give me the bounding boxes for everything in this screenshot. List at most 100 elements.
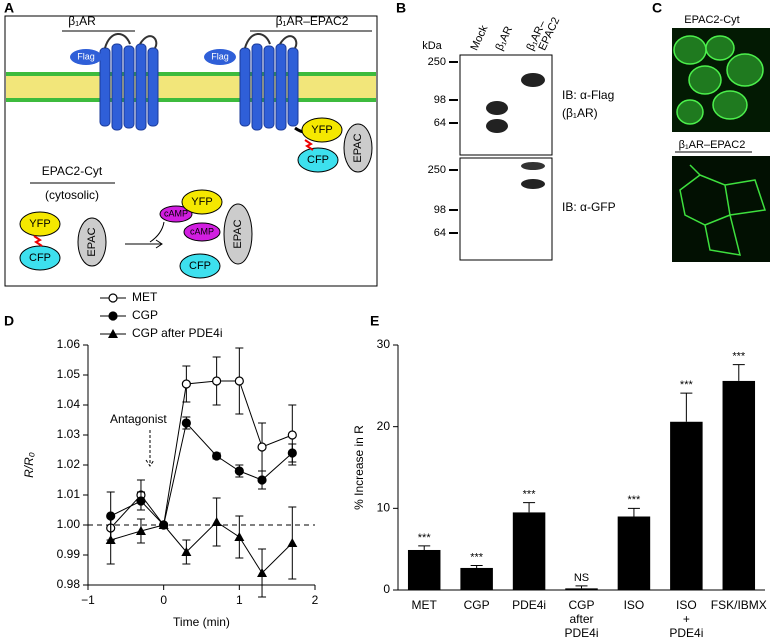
- label: CFP: [189, 260, 211, 272]
- marker: [234, 376, 244, 386]
- y-tick-label: 1.04: [57, 397, 81, 411]
- marker: [234, 466, 244, 476]
- lane-label: Mock: [468, 23, 490, 52]
- significance: ***: [418, 532, 432, 544]
- x-tick-label: FSK/IBMX: [711, 598, 767, 612]
- series-line: [110, 380, 293, 529]
- y-tick-label: 0.98: [57, 577, 81, 591]
- bar: [617, 516, 651, 590]
- y-tick-label: 1.03: [57, 427, 81, 441]
- blot-label: IB: α-Flag: [562, 88, 614, 102]
- marker: [212, 376, 222, 386]
- significance: ***: [470, 551, 484, 563]
- blot: [459, 157, 553, 261]
- marker: [108, 293, 118, 303]
- label: EPAC2-Cyt: [684, 14, 739, 26]
- marker: [105, 535, 116, 544]
- y-tick-label: 20: [377, 419, 391, 433]
- x-tick-label: +: [683, 612, 690, 626]
- flag-tag: [204, 49, 236, 65]
- bar: [565, 588, 598, 590]
- marker: [211, 517, 222, 526]
- flag-tag: [70, 49, 102, 65]
- label: EPAC: [232, 219, 244, 248]
- annotation-arrow: [145, 430, 155, 467]
- marker: [135, 526, 146, 535]
- label: cAMP: [190, 226, 214, 236]
- legend-label: MET: [132, 290, 158, 304]
- panel-label: C: [652, 0, 662, 16]
- x-tick-label: ISO: [624, 598, 645, 612]
- panel-label: E: [370, 313, 379, 329]
- x-tick-label: PDE4i: [564, 626, 598, 638]
- marker: [257, 568, 268, 577]
- micrograph: [672, 156, 770, 262]
- error-bar: [575, 585, 588, 589]
- marker-label: 250: [428, 56, 446, 68]
- bar: [460, 567, 493, 590]
- marker-label: 64: [434, 227, 446, 239]
- epac: [223, 203, 253, 265]
- error-bar: [523, 502, 536, 513]
- blot-label: IB: α-GFP: [562, 200, 616, 214]
- label: CFP: [29, 252, 51, 264]
- marker: [257, 475, 267, 485]
- marker: [158, 520, 169, 529]
- y-tick-label: 1.05: [57, 367, 81, 381]
- band: [486, 119, 508, 133]
- significance: ***: [680, 379, 694, 391]
- loop: [104, 33, 298, 49]
- band: [521, 73, 545, 87]
- y-tick-label: 1.06: [57, 337, 81, 351]
- error-bar: [680, 392, 693, 422]
- marker: [108, 311, 118, 321]
- y-tick-label: 30: [377, 337, 391, 351]
- annotation: Antagonist: [110, 412, 167, 426]
- error-bar: [732, 364, 745, 381]
- membranes: [679, 164, 766, 256]
- cfp: [179, 253, 221, 279]
- x-tick-label: ISO: [676, 598, 697, 612]
- label: β₁AR–EPAC2: [276, 14, 349, 28]
- marker: [234, 532, 245, 541]
- band: [486, 101, 508, 115]
- x-tick-label: 2: [312, 593, 319, 607]
- significance: NS: [574, 572, 589, 584]
- bar: [407, 549, 441, 590]
- y-tick-label: 1.02: [57, 457, 81, 471]
- marker-label: 250: [428, 164, 446, 176]
- panel-label: D: [4, 313, 14, 329]
- lane-label: β₁AR: [493, 24, 515, 52]
- label: β₁AR: [68, 14, 96, 28]
- panel-a: β₁AR β₁AR–EPAC2 Flag Flag YFP CFP EPAC E…: [4, 14, 378, 287]
- significance: ***: [732, 351, 746, 363]
- label: Flag: [211, 51, 229, 61]
- label: YFP: [311, 124, 332, 136]
- x-tick-label: PDE4i: [669, 626, 703, 638]
- significance: ***: [523, 489, 537, 501]
- marker: [108, 329, 118, 338]
- legend-label: CGP after PDE4i: [132, 326, 222, 340]
- series-line: [110, 521, 293, 574]
- band: [521, 179, 545, 189]
- label: YFP: [29, 218, 50, 230]
- yfp: [181, 189, 223, 215]
- fret: [33, 235, 43, 247]
- y-axis-label: % Increase in R: [352, 425, 366, 510]
- x-tick-label: CGP: [568, 598, 594, 612]
- x-axis-label: Time (min): [173, 615, 230, 629]
- panel-label: B: [396, 0, 406, 16]
- x-tick-label: −1: [81, 593, 95, 607]
- panel-c: EPAC2-Cyt β₁AR–EPAC2: [672, 14, 770, 262]
- marker: [287, 538, 298, 547]
- label: (cytosolic): [45, 188, 99, 202]
- y-tick-label: 1.00: [57, 517, 81, 531]
- cells: [673, 35, 764, 125]
- y-tick-label: 0.99: [57, 547, 81, 561]
- fret: [304, 139, 314, 151]
- marker: [181, 418, 191, 428]
- bar: [512, 512, 546, 590]
- band: [521, 162, 545, 170]
- camp: [183, 222, 221, 242]
